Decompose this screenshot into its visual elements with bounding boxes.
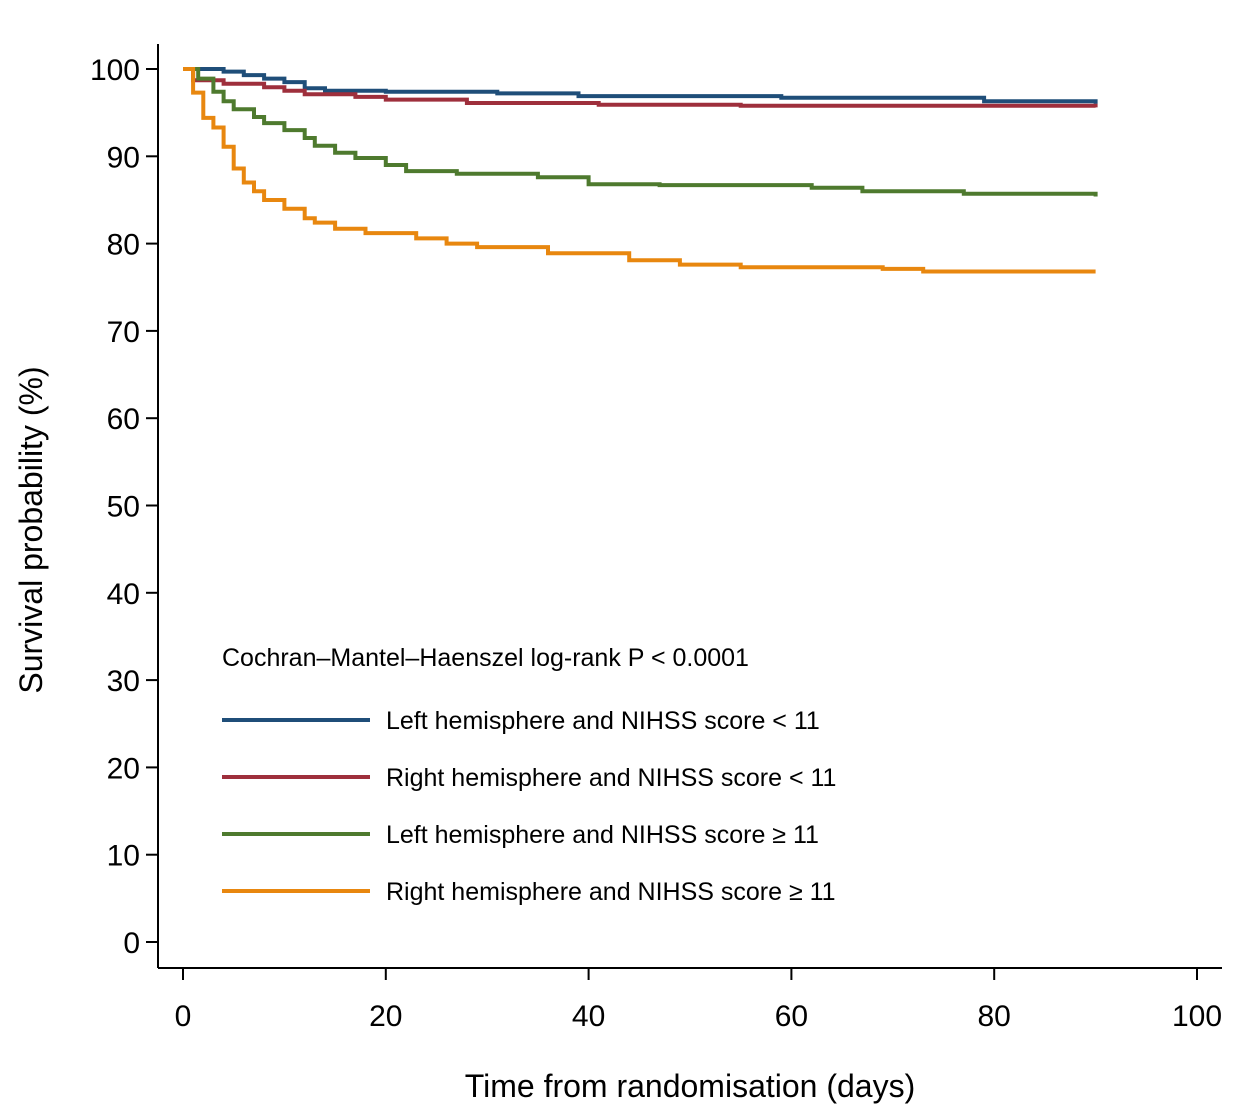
y-tick-label: 90: [107, 141, 140, 174]
y-tick-label: 0: [123, 927, 140, 960]
y-tick-label: 50: [107, 491, 140, 524]
y-tick-label: 100: [90, 54, 140, 87]
y-tick-label: 10: [107, 840, 140, 873]
y-tick-label: 20: [107, 752, 140, 785]
y-tick-label: 30: [107, 665, 140, 698]
series-line-2: [183, 67, 1098, 108]
x-tick-label: 80: [978, 1000, 1011, 1033]
series-lines: [183, 67, 1098, 274]
x-axis-title: Time from randomisation (days): [465, 1068, 916, 1104]
series-line-3: [183, 67, 1098, 197]
y-tick-label: 40: [107, 578, 140, 611]
legend-label-4: Right hemisphere and NIHSS score ≥ 11: [386, 878, 836, 906]
x-tick-label: 20: [369, 1000, 402, 1033]
legend-label-2: Right hemisphere and NIHSS score < 11: [386, 764, 836, 792]
series-line-1: [183, 67, 1098, 104]
x-tick-label: 100: [1172, 1000, 1222, 1033]
legend-label-3: Left hemisphere and NIHSS score ≥ 11: [386, 821, 819, 849]
axes: 0 10 20 30 40 50 60 70 80 90 100 0 20 40 60 80 100: [90, 44, 1222, 1033]
legend: Left hemisphere and NIHSS score < 11 Righ…: [222, 707, 836, 906]
legend-label-1: Left hemisphere and NIHSS score < 11: [386, 707, 820, 735]
y-tick-label: 60: [107, 403, 140, 436]
series-line-4: [183, 67, 1096, 274]
x-tick-label: 60: [775, 1000, 808, 1033]
x-tick-label: 0: [175, 1000, 192, 1033]
x-tick-label: 40: [572, 1000, 605, 1033]
y-tick-label: 80: [107, 229, 140, 262]
logrank-annotation: Cochran–Mantel–Haenszel log-rank P < 0.0…: [222, 644, 749, 672]
y-tick-label: 70: [107, 316, 140, 349]
y-axis-title: Survival probability (%): [13, 366, 49, 693]
